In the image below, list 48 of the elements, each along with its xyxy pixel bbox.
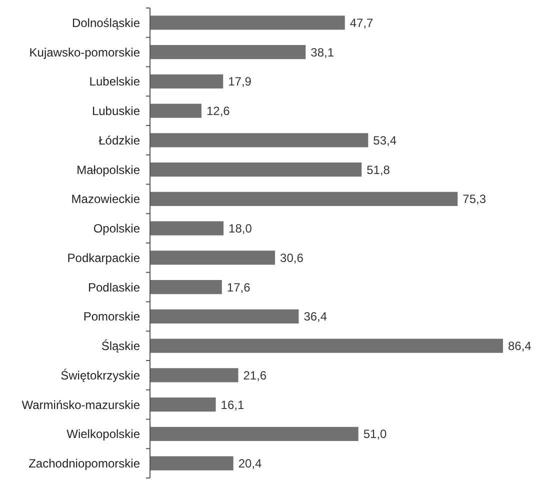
bar (150, 162, 362, 177)
bar (150, 104, 202, 118)
data-label: 51,8 (366, 162, 390, 177)
y-tick-label: Dolnośląskie (72, 16, 140, 30)
data-label: 36,4 (304, 310, 328, 324)
data-label: 18,0 (228, 222, 252, 236)
data-label: 20,4 (238, 456, 262, 471)
data-label: 38,1 (310, 45, 334, 60)
data-label: 75,3 (462, 192, 486, 206)
bar (150, 368, 238, 382)
bar (150, 221, 224, 236)
y-tick-label: Podlaskie (88, 280, 140, 294)
y-tick-label: Opolskie (93, 222, 140, 236)
data-label: 16,1 (220, 398, 244, 412)
y-tick-label: Lubuskie (92, 104, 140, 118)
y-tick-label: Małopolskie (76, 162, 140, 177)
y-tick-label: Podkarpackie (67, 250, 140, 265)
data-label: 51,0 (363, 427, 388, 442)
y-tick-label: Warmińsko-mazurskie (22, 398, 140, 412)
bar (150, 456, 234, 470)
data-label: 86,4 (508, 339, 532, 354)
y-tick-label: Kujawsko-pomorskie (29, 45, 140, 60)
bar (150, 398, 216, 412)
y-tick-label: Lubelskie (89, 74, 140, 89)
y-tick-label: Pomorskie (83, 310, 140, 324)
bar (150, 192, 458, 206)
bar (150, 338, 503, 353)
data-label: 53,4 (373, 133, 397, 148)
data-label: 17,9 (228, 74, 252, 89)
data-label: 12,6 (206, 104, 230, 118)
data-label: 21,6 (243, 368, 267, 382)
y-tick-label: Zachodniopomorskie (28, 456, 140, 471)
bar (150, 74, 224, 88)
data-label: 17,6 (226, 280, 251, 294)
y-tick-label: Wielkopolskie (66, 427, 140, 442)
y-tick-label: Mazowieckie (71, 192, 140, 206)
bar (150, 250, 276, 265)
bar (150, 309, 299, 324)
data-label: 30,6 (280, 250, 304, 265)
bar (150, 280, 222, 294)
y-tick-label: Śląskie (101, 339, 140, 354)
y-tick-label: Świętokrzyskie (60, 368, 140, 382)
bar (150, 426, 358, 441)
bar (150, 16, 345, 30)
y-tick-label: Łódzkie (98, 133, 140, 148)
bar (150, 45, 306, 60)
data-label: 47,7 (350, 16, 374, 30)
bar (150, 133, 368, 148)
